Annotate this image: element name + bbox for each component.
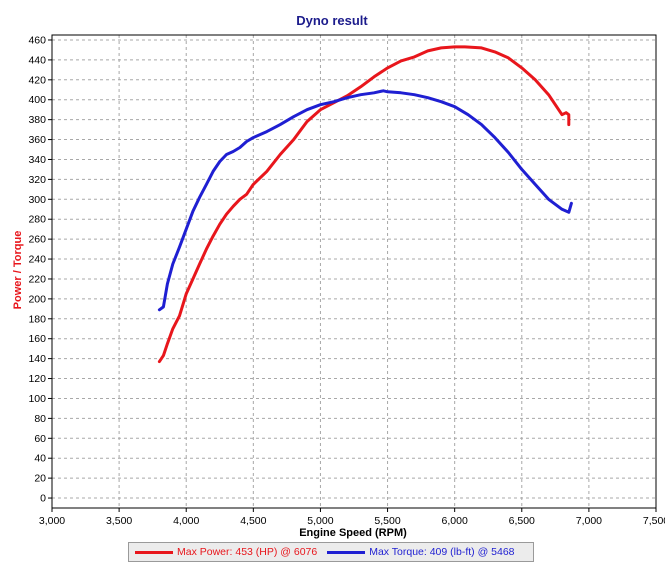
y-tick-label: 380 xyxy=(28,114,46,126)
x-tick-label: 3,500 xyxy=(106,515,132,527)
y-tick-label: 440 xyxy=(28,54,46,66)
y-tick-label: 80 xyxy=(34,413,46,425)
torque-series-line xyxy=(157,89,573,312)
chart-legend: Max Power: 453 (HP) @ 6076 Max Torque: 4… xyxy=(128,542,534,562)
x-tick-label: 4,000 xyxy=(173,515,199,527)
x-tick-label: 3,000 xyxy=(39,515,65,527)
legend-item-torque: Max Torque: 409 (lb-ft) @ 5468 xyxy=(327,546,515,558)
y-tick-label: 260 xyxy=(28,234,46,246)
x-axis-label: Engine Speed (RPM) xyxy=(299,527,407,539)
y-tick-label: 120 xyxy=(28,373,46,385)
y-tick-label: 140 xyxy=(28,353,46,365)
y-tick-label: 320 xyxy=(28,174,46,186)
legend-swatch-power xyxy=(135,550,173,554)
y-tick-label: 0 xyxy=(40,493,46,505)
y-tick-label: 280 xyxy=(28,214,46,226)
y-tick-label: 240 xyxy=(28,254,46,266)
x-tick-label: 6,500 xyxy=(509,515,535,527)
y-tick-label: 220 xyxy=(28,273,46,285)
legend-swatch-torque xyxy=(327,550,366,554)
x-tick-label: 7,500 xyxy=(643,515,665,527)
x-tick-label: 7,000 xyxy=(576,515,602,527)
plot-area xyxy=(51,34,657,509)
y-tick-label: 40 xyxy=(34,453,46,465)
y-tick-label: 20 xyxy=(34,473,46,485)
y-tick-label: 100 xyxy=(28,393,46,405)
y-tick-label: 180 xyxy=(28,313,46,325)
y-axis-ticks: 0 20 40 60 80 100 120 140 160 180 200 220 240 260 280 3… xyxy=(28,34,52,505)
y-tick-label: 200 xyxy=(28,293,46,305)
chart-title: Dyno result xyxy=(296,13,368,28)
y-axis-label: Power / Torque xyxy=(12,231,24,310)
x-tick-label: 4,500 xyxy=(240,515,266,527)
x-tick-label: 5,000 xyxy=(307,515,333,527)
y-tick-label: 420 xyxy=(28,74,46,86)
y-tick-label: 300 xyxy=(28,194,46,206)
x-tick-label: 6,000 xyxy=(442,515,468,527)
legend-label-power: Max Power: 453 (HP) @ 6076 xyxy=(177,546,318,558)
series-layer xyxy=(157,45,573,364)
y-tick-label: 360 xyxy=(28,134,46,146)
x-axis-ticks: 3,000 3,500 4,000 4,500 5,000 5,500 6,000 6,500… xyxy=(39,508,665,527)
legend-item-power: Max Power: 453 (HP) @ 6076 xyxy=(135,546,317,558)
y-tick-label: 460 xyxy=(28,34,46,46)
x-tick-label: 5,500 xyxy=(374,515,400,527)
legend-label-torque: Max Torque: 409 (lb-ft) @ 5468 xyxy=(369,546,515,558)
grid-layer xyxy=(52,35,656,508)
y-tick-label: 400 xyxy=(28,94,46,106)
y-tick-label: 160 xyxy=(28,333,46,345)
y-tick-label: 340 xyxy=(28,154,46,166)
y-tick-label: 60 xyxy=(34,433,46,445)
